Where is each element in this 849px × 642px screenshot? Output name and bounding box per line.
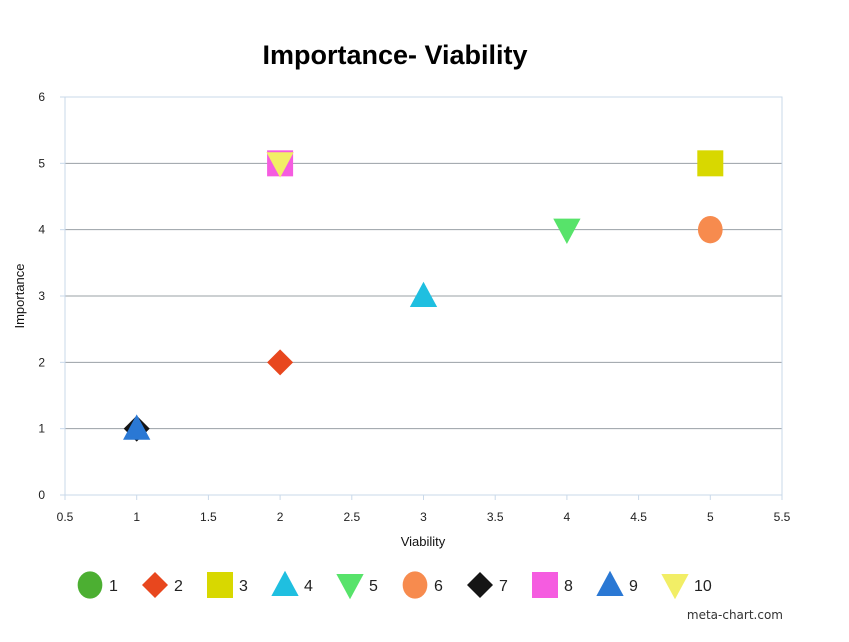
x-tick-label: 5 xyxy=(707,510,714,524)
legend-label: 9 xyxy=(629,578,638,595)
data-point-series-5 xyxy=(553,218,581,244)
x-axis-title: Viability xyxy=(401,534,446,549)
x-tick-label: 1 xyxy=(133,510,140,524)
watermark-text: meta-chart.com xyxy=(687,608,783,622)
y-tick-label: 3 xyxy=(38,289,45,303)
legend-marker-8 xyxy=(532,572,558,598)
legend-marker-3 xyxy=(207,572,233,598)
legend-item-4: 4 xyxy=(271,570,313,597)
x-tick-label: 2 xyxy=(277,510,284,524)
data-point-series-10 xyxy=(266,152,294,178)
legend-item-1: 1 xyxy=(77,571,118,599)
legend-label: 5 xyxy=(369,578,378,595)
legend-item-9: 9 xyxy=(596,570,638,597)
legend-label: 2 xyxy=(174,578,183,595)
data-point-series-9 xyxy=(123,414,151,440)
legend-item-7: 7 xyxy=(467,572,508,598)
legend-marker-5 xyxy=(336,573,364,600)
legend-marker-4 xyxy=(271,570,299,597)
x-tick-label: 1.5 xyxy=(200,510,217,524)
legend-marker-10 xyxy=(661,573,689,600)
data-point-series-4 xyxy=(409,281,438,308)
chart-title: Importance- Viability xyxy=(262,40,527,70)
legend-item-2: 2 xyxy=(142,572,183,598)
x-tick-label: 4 xyxy=(564,510,571,524)
legend-item-6: 6 xyxy=(402,571,443,599)
legend-label: 3 xyxy=(239,578,248,595)
legend-label: 10 xyxy=(694,578,712,595)
legend-label: 8 xyxy=(564,578,573,595)
legend-marker-6 xyxy=(402,571,428,599)
y-tick-label: 5 xyxy=(38,156,45,170)
legend-marker-1 xyxy=(77,571,103,599)
data-point-series-3 xyxy=(697,150,724,177)
legend-label: 1 xyxy=(109,578,118,595)
axes: 0 1 2 3 4 5 6 0.5 1 1.5 2 2.5 3 3.5 4 4.5 5 5.5 xyxy=(38,90,790,524)
x-tick-label: 3 xyxy=(420,510,427,524)
data-point-series-6 xyxy=(697,216,723,244)
y-tick-label: 1 xyxy=(38,422,45,436)
y-axis-title: Importance xyxy=(12,263,27,328)
y-tick-label: 6 xyxy=(38,90,45,104)
legend-item-10: 10 xyxy=(661,573,712,600)
legend-item-3: 3 xyxy=(207,572,248,598)
data-points xyxy=(123,150,724,442)
y-tick-label: 4 xyxy=(38,223,45,237)
legend: 1 2 3 4 5 6 7 8 9 10 xyxy=(77,570,712,600)
legend-label: 4 xyxy=(304,578,313,595)
data-point-series-2 xyxy=(267,349,294,376)
legend-marker-2 xyxy=(142,572,168,598)
x-tick-label: 5.5 xyxy=(774,510,791,524)
y-tick-label: 0 xyxy=(38,488,45,502)
legend-label: 7 xyxy=(499,578,508,595)
x-tick-label: 0.5 xyxy=(57,510,74,524)
y-tick-label: 2 xyxy=(38,355,45,369)
legend-label: 6 xyxy=(434,578,443,595)
x-tick-label: 3.5 xyxy=(487,510,504,524)
legend-item-8: 8 xyxy=(532,572,573,598)
legend-item-5: 5 xyxy=(336,573,378,600)
x-tick-label: 2.5 xyxy=(343,510,360,524)
legend-marker-7 xyxy=(467,572,493,598)
legend-marker-9 xyxy=(596,570,624,597)
x-tick-label: 4.5 xyxy=(630,510,647,524)
